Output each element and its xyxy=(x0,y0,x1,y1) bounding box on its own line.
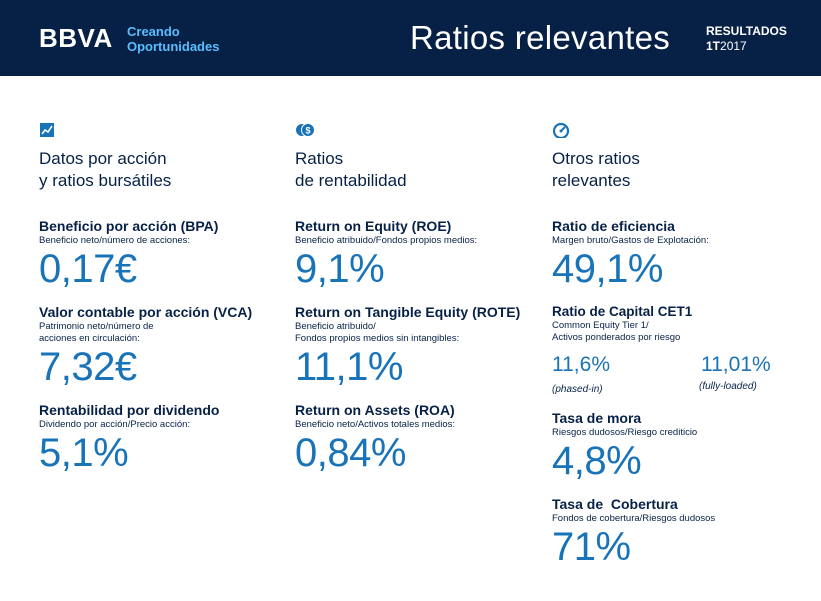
report-quarter: 1T xyxy=(706,39,721,53)
tagline-line-1: Creando xyxy=(127,24,180,39)
tagline-line-2: Oportunidades xyxy=(127,39,220,54)
metric-cet1: Ratio de Capital CET1 Common Equity Tier… xyxy=(552,303,692,344)
column-title: Ratios de rentabilidad xyxy=(295,148,407,192)
metric-description-line: Beneficio neto/número de acciones: xyxy=(39,235,191,246)
metric-rote: Return on Tangible Equity (ROTE) Benefic… xyxy=(295,304,520,389)
column-title: Datos por acción y ratios bursátiles xyxy=(39,148,171,192)
metric-description: Beneficio neto/número de acciones: xyxy=(39,235,218,247)
metric-description: Patrimonio neto/número de acciones en ci… xyxy=(39,321,252,345)
metric-description-line: Activos ponderados por riesgo xyxy=(552,332,681,343)
brand-tagline: Creando Oportunidades xyxy=(127,24,219,54)
metric-name: Beneficio por acción (BPA) xyxy=(39,218,219,234)
metric-name: Ratio de eficiencia xyxy=(552,218,675,234)
header-bar: BBVA Creando Oportunidades Ratios releva… xyxy=(0,0,821,76)
metric-value: 49,1% xyxy=(552,247,663,291)
report-label: RESULTADOS 1T2017 xyxy=(706,24,787,54)
metric-name: Rentabilidad por dividendo xyxy=(39,402,220,418)
column-title-line-1: Datos por acción xyxy=(39,149,167,168)
gauge-icon xyxy=(552,122,570,138)
cet1-fully-loaded-note: (fully-loaded) xyxy=(699,381,757,392)
metric-name: Ratio de Capital CET1 xyxy=(552,304,693,319)
metric-description: Fondos de cobertura/Riesgos dudosos xyxy=(552,513,715,525)
report-type: RESULTADOS xyxy=(706,24,787,38)
metric-description-line: acciones en circulación: xyxy=(39,333,140,344)
chart-line-icon xyxy=(40,123,54,137)
metric-description: Margen bruto/Gastos de Explotación: xyxy=(552,235,709,247)
metric-description-line: Fondos propios medios sin intangibles: xyxy=(295,333,460,344)
metric-description-line: Margen bruto/Gastos de Explotación: xyxy=(552,235,709,246)
metric-description-line: Beneficio atribuido/Fondos propios medio… xyxy=(295,235,478,246)
metric-value: 4,8% xyxy=(552,439,642,483)
metric-description: Riesgos dudosos/Riesgo crediticio xyxy=(552,427,697,439)
metric-name: Tasa de Cobertura xyxy=(552,496,678,512)
metric-description-line: Beneficio neto/Activos totales medios: xyxy=(295,419,456,430)
metric-value: 0,17€ xyxy=(39,247,137,291)
metric-description-line: Common Equity Tier 1/ xyxy=(552,320,649,331)
metric-bpa: Beneficio por acción (BPA) Beneficio net… xyxy=(39,218,218,291)
bbva-logo: BBVA xyxy=(39,23,113,53)
metric-name: Return on Tangible Equity (ROTE) xyxy=(295,304,521,320)
metric-value: 5,1% xyxy=(39,431,129,475)
report-period: 1T2017 xyxy=(706,39,747,53)
metric-value: 11,1% xyxy=(295,345,403,389)
column-title-line-2: y ratios bursátiles xyxy=(39,171,172,190)
metric-vca: Valor contable por acción (VCA) Patrimon… xyxy=(39,304,252,389)
cet1-phased-in-value: 11,6% xyxy=(552,353,610,376)
metric-description-line: Beneficio atribuido/ xyxy=(295,321,376,332)
report-year: 2017 xyxy=(720,39,747,53)
metric-description: Beneficio neto/Activos totales medios: xyxy=(295,419,455,431)
coins-icon: $ xyxy=(296,123,315,137)
metric-npl-ratio: Tasa de mora Riesgos dudosos/Riesgo cred… xyxy=(552,410,697,483)
metric-name: Valor contable por acción (VCA) xyxy=(39,304,253,320)
cet1-fully-loaded-value: 11,01% xyxy=(701,353,771,376)
metric-dividend-yield: Rentabilidad por dividendo Dividendo por… xyxy=(39,402,219,475)
metric-roe: Return on Equity (ROE) Beneficio atribui… xyxy=(295,218,477,291)
metric-name: Tasa de mora xyxy=(552,410,642,426)
column-title-line-2: relevantes xyxy=(552,171,631,190)
metric-value: 9,1% xyxy=(295,247,385,291)
metric-value: 0,84% xyxy=(295,431,406,475)
metric-efficiency: Ratio de eficiencia Margen bruto/Gastos … xyxy=(552,218,709,291)
metric-description: Beneficio atribuido/Fondos propios medio… xyxy=(295,235,477,247)
metric-description-line: Riesgos dudosos/Riesgo crediticio xyxy=(552,427,698,438)
column-title-line-1: Otros ratios xyxy=(552,149,640,168)
svg-text:$: $ xyxy=(305,126,310,136)
metric-description: Common Equity Tier 1/ Activos ponderados… xyxy=(552,320,692,344)
metric-description-line: Fondos de cobertura/Riesgos dudosos xyxy=(552,513,716,524)
column-title-line-1: Ratios xyxy=(295,149,344,168)
metric-value: 7,32€ xyxy=(39,345,137,389)
metric-roa: Return on Assets (ROA) Beneficio neto/Ac… xyxy=(295,402,455,475)
metric-description-line: Patrimonio neto/número de xyxy=(39,321,154,332)
column-title: Otros ratios relevantes xyxy=(552,148,640,192)
cet1-phased-in-note: (phased-in) xyxy=(552,384,603,395)
column-title-line-2: de rentabilidad xyxy=(295,171,407,190)
metric-coverage-ratio: Tasa de Cobertura Fondos de cobertura/Ri… xyxy=(552,496,715,569)
page-title: Ratios relevantes xyxy=(410,19,671,56)
metric-description: Beneficio atribuido/ Fondos propios medi… xyxy=(295,321,520,345)
metric-name: Return on Equity (ROE) xyxy=(295,218,452,234)
metric-value: 71% xyxy=(552,525,631,569)
metric-description-line: Dividendo por acción/Precio acción: xyxy=(39,419,191,430)
metric-name: Return on Assets (ROA) xyxy=(295,402,455,418)
metric-description: Dividendo por acción/Precio acción: xyxy=(39,419,219,431)
